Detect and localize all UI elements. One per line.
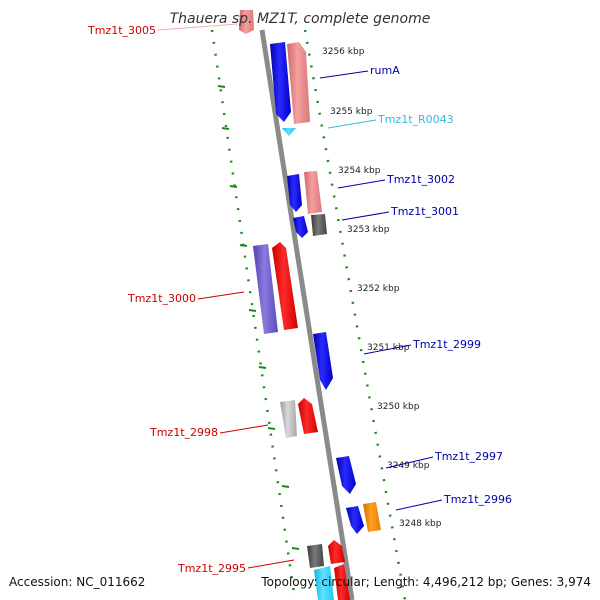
- kbp-tick-3250: 3250 kbp: [377, 402, 420, 412]
- gene-arrow-2995-dark[interactable]: [307, 544, 324, 568]
- gene-arrow-rumA-blue[interactable]: [270, 42, 291, 122]
- gene-arrow-3001-dark[interactable]: [311, 214, 327, 236]
- gene-arrow-top-pink[interactable]: [239, 10, 254, 34]
- gene-label-tmz1t-2998[interactable]: Tmz1t_2998: [149, 426, 218, 439]
- gene-arrow-pink-1[interactable]: [287, 42, 310, 124]
- gene-label-tmz1t-2997[interactable]: Tmz1t_2997: [434, 450, 503, 463]
- gene-arrow-3001-blue[interactable]: [293, 216, 308, 238]
- kbp-tick-3253: 3253 kbp: [347, 225, 390, 235]
- gene-arrow-3002-blue[interactable]: [287, 174, 302, 212]
- leader-lines: [157, 23, 443, 569]
- gene-label-tmz1t-2999[interactable]: Tmz1t_2999: [412, 338, 481, 351]
- gene-label-tmz1t-r0043[interactable]: Tmz1t_R0043: [377, 113, 454, 126]
- gene-arrow-2995-red-2[interactable]: [334, 564, 350, 600]
- topology-text: Topology: circular; Length: 4,496,212 bp…: [260, 575, 591, 589]
- rna-arrow-cyan[interactable]: [282, 128, 296, 136]
- kbp-tick-3252: 3252 kbp: [357, 284, 400, 294]
- kbp-tick-3249: 3249 kbp: [387, 461, 430, 471]
- kbp-ticks: 3256 kbp 3255 kbp 3254 kbp 3253 kbp 3252…: [322, 47, 442, 529]
- gene-label-tmz1t-2995[interactable]: Tmz1t_2995: [177, 562, 246, 575]
- map-title: Thauera sp. MZ1T, complete genome: [170, 11, 431, 27]
- left-track-ticks: [217, 85, 300, 550]
- gene-label-tmz1t-3001[interactable]: Tmz1t_3001: [390, 205, 459, 218]
- kbp-tick-3251: 3251 kbp: [367, 343, 410, 353]
- gene-label-tmz1t-3000[interactable]: Tmz1t_3000: [127, 292, 196, 305]
- kbp-tick-3255: 3255 kbp: [330, 107, 373, 117]
- accession-text: Accession: NC_011662: [9, 575, 145, 589]
- gene-arrow-2996-blue[interactable]: [346, 506, 364, 534]
- gene-arrow-3000-purple[interactable]: [253, 244, 278, 334]
- gene-arrow-3002-pink[interactable]: [304, 171, 322, 214]
- gene-arrow-2997-blue[interactable]: [336, 456, 356, 494]
- gene-label-tmz1t-3002[interactable]: Tmz1t_3002: [386, 173, 455, 186]
- gene-arrow-3000-red[interactable]: [272, 242, 298, 330]
- left-dot-track: [210, 29, 297, 600]
- genome-backbone: [259, 29, 355, 600]
- kbp-tick-3254: 3254 kbp: [338, 166, 381, 176]
- gene-arrow-2998-red[interactable]: [298, 398, 318, 434]
- gene-arrow-2996-orange[interactable]: [363, 502, 381, 532]
- right-dot-track: [303, 29, 407, 600]
- gene-arrow-2995-cyan[interactable]: [314, 566, 334, 600]
- gene-label-rumA[interactable]: rumA: [370, 64, 400, 77]
- gene-label-tmz1t-2996[interactable]: Tmz1t_2996: [443, 493, 512, 506]
- kbp-tick-3256: 3256 kbp: [322, 47, 365, 57]
- gene-arrow-2995-red-1[interactable]: [328, 540, 345, 564]
- gene-labels: Tmz1t_3005 rumA Tmz1t_R0043 Tmz1t_3002 T…: [87, 24, 512, 575]
- gene-arrow-2998-gray[interactable]: [280, 400, 297, 438]
- gene-arrows[interactable]: [239, 10, 381, 600]
- kbp-tick-3248: 3248 kbp: [399, 519, 442, 529]
- gene-arrow-2999-blue[interactable]: [313, 332, 333, 390]
- gene-label-tmz1t-3005[interactable]: Tmz1t_3005: [87, 24, 156, 37]
